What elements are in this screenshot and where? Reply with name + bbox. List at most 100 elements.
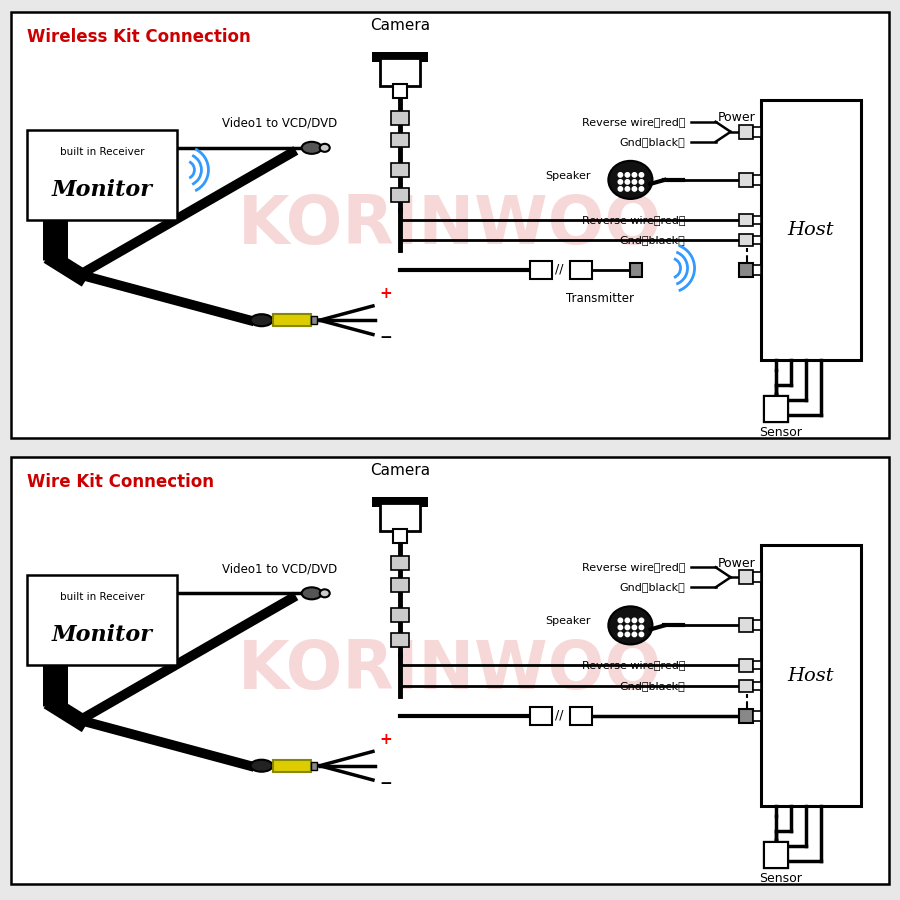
Circle shape (632, 618, 636, 623)
Bar (391, 556, 409, 571)
Bar (752, 681, 760, 689)
Text: +: + (380, 732, 392, 747)
Text: +: + (380, 286, 392, 302)
Text: Monitor: Monitor (51, 625, 153, 646)
Text: Wire Kit Connection: Wire Kit Connection (27, 473, 214, 491)
Bar (380, 503, 420, 531)
Bar (530, 706, 553, 724)
Text: Reverse wire（red）: Reverse wire（red） (582, 661, 686, 670)
Circle shape (632, 186, 636, 191)
Circle shape (639, 618, 644, 623)
Circle shape (618, 186, 623, 191)
Circle shape (632, 632, 636, 636)
Bar (739, 234, 752, 246)
Text: Reverse wire（red）: Reverse wire（red） (582, 117, 686, 127)
Text: KORINWOO: KORINWOO (238, 637, 662, 704)
Bar (764, 396, 788, 422)
Bar (391, 579, 409, 592)
Text: Gnd（black）: Gnd（black） (620, 137, 686, 147)
Bar (630, 263, 643, 277)
Circle shape (618, 618, 623, 623)
Bar (380, 58, 420, 86)
Bar (739, 660, 752, 671)
Ellipse shape (608, 161, 652, 199)
Circle shape (632, 626, 636, 630)
Circle shape (639, 173, 644, 177)
Text: Video1 to VCD/DVD: Video1 to VCD/DVD (222, 562, 338, 575)
Bar (391, 634, 409, 647)
Bar (764, 842, 788, 868)
Circle shape (618, 632, 623, 636)
Bar (752, 127, 760, 137)
Circle shape (618, 173, 623, 177)
Circle shape (639, 632, 644, 636)
Bar (739, 708, 752, 723)
Ellipse shape (250, 760, 273, 771)
Bar (372, 51, 428, 61)
Bar (752, 266, 760, 275)
Circle shape (618, 180, 623, 184)
Bar (764, 396, 788, 422)
Text: built in Receiver: built in Receiver (60, 592, 145, 602)
Bar (764, 396, 788, 422)
Text: Sensor: Sensor (760, 872, 802, 885)
Text: built in Receiver: built in Receiver (60, 147, 145, 157)
Circle shape (639, 626, 644, 630)
Text: −: − (380, 776, 392, 791)
Circle shape (639, 180, 644, 184)
Bar (752, 620, 760, 630)
Bar (391, 188, 409, 202)
Ellipse shape (250, 314, 273, 326)
Bar (310, 316, 317, 324)
Bar (739, 618, 752, 633)
Bar (739, 214, 752, 226)
Text: Monitor: Monitor (51, 179, 153, 201)
Ellipse shape (302, 142, 321, 154)
Bar (764, 842, 788, 868)
Bar (764, 396, 788, 422)
Bar (27, 130, 177, 220)
Circle shape (632, 173, 636, 177)
Ellipse shape (320, 590, 329, 598)
Ellipse shape (608, 607, 652, 644)
Text: Reverse wire（red）: Reverse wire（red） (582, 215, 686, 225)
Circle shape (618, 626, 623, 630)
Text: Gnd（black）: Gnd（black） (620, 582, 686, 592)
Text: Sensor: Sensor (760, 427, 802, 439)
Bar (571, 706, 592, 724)
Circle shape (626, 626, 630, 630)
Bar (273, 314, 310, 326)
Bar (571, 261, 592, 279)
Text: //: // (555, 263, 563, 275)
Bar (739, 571, 752, 584)
Bar (393, 529, 407, 544)
Text: Power: Power (718, 112, 756, 124)
Text: Host: Host (788, 667, 834, 685)
Text: Power: Power (718, 557, 756, 570)
Circle shape (639, 186, 644, 191)
Text: Camera: Camera (370, 463, 430, 478)
Ellipse shape (320, 144, 329, 152)
Circle shape (626, 173, 630, 177)
Text: Gnd（black）: Gnd（black） (620, 680, 686, 690)
Bar (764, 842, 788, 868)
Text: Speaker: Speaker (544, 616, 590, 626)
Bar (391, 163, 409, 177)
Bar (764, 842, 788, 868)
Bar (391, 608, 409, 623)
Text: Host: Host (788, 221, 834, 239)
Text: −: − (380, 330, 392, 346)
Bar (310, 761, 317, 770)
Text: Camera: Camera (370, 17, 430, 32)
Bar (752, 711, 760, 721)
Bar (752, 236, 760, 244)
Bar (752, 216, 760, 224)
Text: Reverse wire（red）: Reverse wire（red） (582, 562, 686, 572)
Bar (760, 100, 861, 360)
Bar (273, 760, 310, 771)
Bar (739, 263, 752, 277)
Bar (739, 680, 752, 691)
Bar (391, 111, 409, 125)
Bar (739, 173, 752, 187)
Bar (391, 133, 409, 147)
